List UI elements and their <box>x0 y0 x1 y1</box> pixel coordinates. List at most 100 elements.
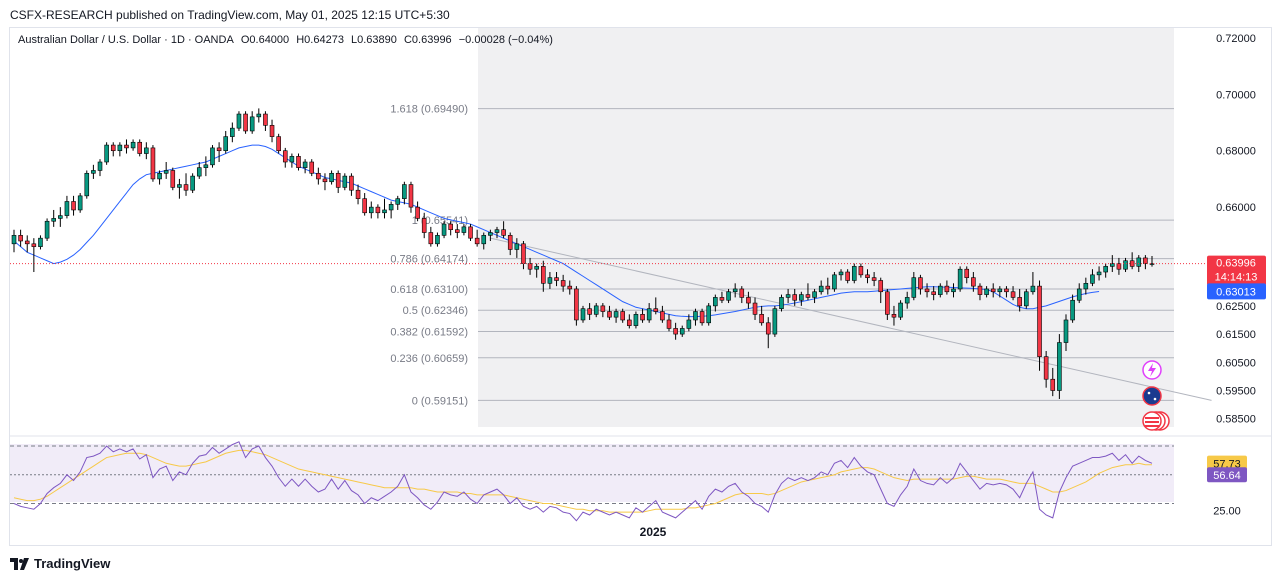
candle-body <box>772 308 778 335</box>
candle <box>362 193 367 216</box>
fib-level-label: 0.786 (0.64174) <box>390 254 468 266</box>
price-tick-label: 0.66000 <box>1216 202 1256 214</box>
candle <box>832 272 837 292</box>
candle <box>785 288 791 304</box>
candle <box>474 229 480 247</box>
candle-body <box>527 263 533 270</box>
candle-body <box>574 288 579 321</box>
candle <box>580 305 586 323</box>
candle-body <box>792 294 798 301</box>
candle-body <box>851 266 857 281</box>
candle-body <box>732 288 738 293</box>
candle-body <box>805 294 811 298</box>
candle-body <box>441 223 447 236</box>
fib-level-label: 0.382 (0.61592) <box>390 326 468 338</box>
symbol-title[interactable]: Australian Dollar / U.S. Dollar · 1D · O… <box>18 34 234 46</box>
candle-body <box>51 218 56 222</box>
candle <box>607 305 612 320</box>
candle <box>593 303 599 318</box>
candle <box>428 226 434 247</box>
close-value: C0.63996 <box>403 34 452 46</box>
candle-body <box>1110 263 1115 267</box>
candle-body <box>249 116 255 132</box>
candle <box>679 325 685 337</box>
candle-body <box>971 277 976 287</box>
candle-body <box>1010 291 1016 298</box>
candle-body <box>785 294 791 298</box>
candle-body <box>428 232 434 245</box>
candle <box>1050 367 1056 397</box>
candle-body <box>613 311 619 318</box>
candle-body <box>699 311 705 324</box>
candle-body <box>693 311 698 321</box>
candle-body <box>488 232 493 236</box>
rsi-ma-line <box>13 449 1152 513</box>
price-axis[interactable]: 0.72000 0.70000 0.68000 0.66000 0.62500 0.615… <box>1216 33 1256 426</box>
candle <box>845 269 850 284</box>
candle-body <box>276 136 281 152</box>
candle <box>289 153 295 168</box>
candle <box>150 145 156 182</box>
candle-body <box>1004 288 1009 293</box>
candle <box>243 111 248 134</box>
candle <box>924 283 930 298</box>
candle-body <box>335 172 341 188</box>
candle-body <box>580 308 586 321</box>
candle <box>706 303 711 326</box>
candle-body <box>263 113 268 126</box>
candle-body <box>759 314 764 324</box>
candle <box>997 286 1003 298</box>
trendline[interactable] <box>490 237 1212 401</box>
candle <box>210 145 215 168</box>
australia-flag-icon[interactable] <box>1142 386 1162 406</box>
candle-body <box>593 305 599 315</box>
candle-body <box>937 285 943 295</box>
candle-body <box>977 285 983 295</box>
candle <box>368 201 374 219</box>
candle-body <box>878 280 884 293</box>
candle-body <box>104 144 109 163</box>
ma-price-label: 0.63013 <box>1207 283 1266 300</box>
candle <box>110 142 116 157</box>
candle-body <box>210 147 215 166</box>
candle-body <box>1083 283 1089 290</box>
candle-body <box>1143 257 1148 264</box>
tradingview-footer[interactable]: TradingView <box>10 556 110 571</box>
lightning-event-icon[interactable] <box>1142 360 1162 380</box>
open-value: O0.64000 <box>240 34 290 46</box>
candle <box>1070 294 1075 323</box>
candle <box>964 266 970 284</box>
candle-body <box>871 277 877 281</box>
candle-body <box>435 235 440 245</box>
candle <box>699 308 705 326</box>
candle-body <box>236 113 242 129</box>
candle-body <box>415 206 420 219</box>
candle <box>944 280 950 295</box>
candle <box>230 122 235 143</box>
candle-body <box>765 322 771 335</box>
last-price-value: 0.63996 <box>1216 258 1256 270</box>
candle <box>752 297 758 320</box>
candle <box>388 201 394 219</box>
candle <box>1143 255 1148 270</box>
candle-body <box>1043 356 1049 380</box>
candle <box>878 277 884 304</box>
candle-body <box>349 175 354 191</box>
candle <box>117 142 123 157</box>
candle <box>871 272 877 287</box>
us-flag-icon[interactable] <box>1142 411 1170 431</box>
candle <box>501 221 506 239</box>
rsi-line <box>13 441 1153 522</box>
candle <box>1116 257 1122 275</box>
candle-body <box>183 184 189 191</box>
rsi-axis[interactable]: 25.00 <box>1213 506 1241 518</box>
candle <box>765 317 771 349</box>
candle <box>1030 272 1036 295</box>
candle-body <box>402 184 407 199</box>
candle-body <box>84 172 90 197</box>
candle <box>931 286 936 301</box>
candle <box>71 195 76 216</box>
candle-body <box>1063 319 1069 343</box>
candle <box>600 303 606 318</box>
